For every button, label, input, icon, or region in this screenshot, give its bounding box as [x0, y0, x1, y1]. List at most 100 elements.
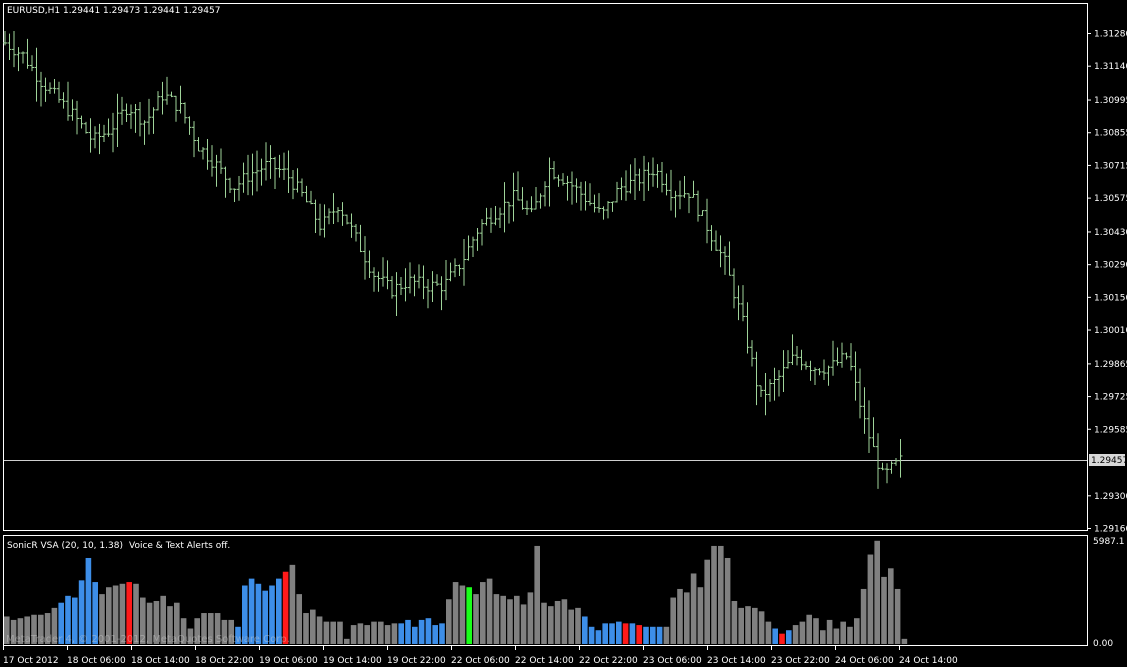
volume-bar: [276, 578, 282, 644]
x-tick-label: 24 Oct 14:00: [899, 656, 958, 666]
ohlc-bar: [741, 285, 745, 322]
x-tick-label: 23 Oct 22:00: [771, 656, 830, 666]
ohlc-bar: [754, 351, 759, 406]
indicator-max-label: 5987.1: [1093, 537, 1125, 547]
volume-bar: [772, 628, 778, 644]
ohlc-bar: [831, 340, 835, 376]
ohlc-bar: [25, 38, 30, 69]
ohlc-bar: [673, 190, 678, 218]
volume-bar: [486, 578, 493, 644]
ohlc-bar: [480, 219, 484, 246]
ohlc-bar: [250, 153, 255, 196]
volume-bar: [174, 602, 180, 644]
volume-bar: [310, 609, 316, 644]
price-axis: 1.31280 1.31140 1.30995 1.30855 1.30715 1.305…: [1087, 30, 1127, 535]
indicator-alert-text: Voice & Text Alerts off.: [129, 541, 230, 551]
volume-bar: [235, 626, 241, 644]
ohlc-bar: [520, 187, 525, 210]
ohlc-bar: [304, 185, 309, 203]
ohlc-bar: [651, 157, 655, 187]
ohlc-bar: [534, 186, 538, 210]
y-tick-label: 1.30855: [1094, 129, 1127, 139]
volume-bar: [180, 618, 187, 644]
volume-bar: [724, 557, 731, 644]
ohlc-bar: [84, 121, 88, 134]
volume-bar: [854, 618, 860, 644]
volume-bar: [112, 585, 119, 644]
ohlc-bar: [277, 154, 282, 178]
ohlc-bar: [394, 272, 399, 317]
volume-bar: [806, 614, 812, 644]
volume-bar: [344, 638, 350, 644]
volume-bar: [582, 616, 588, 644]
ohlc-bar: [322, 204, 327, 238]
ohlc-bar: [138, 102, 142, 137]
ohlc-bar: [318, 203, 322, 236]
ohlc-bar: [858, 368, 862, 419]
ohlc-bar: [813, 367, 817, 386]
ohlc-bar: [849, 343, 853, 371]
ohlc-bar: [615, 181, 619, 203]
current-price-tag: [1089, 454, 1125, 466]
ohlc-bar: [817, 368, 822, 376]
ohlc-bar: [129, 104, 133, 129]
volume-bar: [194, 618, 200, 644]
ohlc-bar: [264, 142, 268, 181]
volume-bar: [242, 585, 248, 644]
time-axis: 17 Oct 2012 18 Oct 06:00 18 Oct 14:00 18 Oc…: [3, 646, 958, 666]
volume-bar: [636, 625, 642, 644]
ohlc-bar: [624, 170, 628, 201]
volume-bar: [758, 611, 765, 644]
ohlc-bar: [372, 267, 376, 292]
volume-bar: [452, 582, 459, 644]
x-tick-label: 22 Oct 06:00: [451, 656, 510, 666]
ohlc-bar: [34, 47, 39, 102]
ohlc-bar: [538, 193, 543, 209]
ohlc-bar: [696, 190, 700, 222]
volume-bar: [85, 557, 92, 644]
ohlc-bar: [147, 98, 151, 135]
ohlc-bar: [345, 214, 349, 225]
ohlc-bar: [556, 174, 561, 187]
ohlc-bar: [120, 96, 124, 125]
ohlc-bar: [417, 264, 421, 289]
price-chart-info: EURUSD,H1 1.29441 1.29473 1.29441 1.2945…: [7, 6, 220, 16]
x-tick-label: 18 Oct 14:00: [131, 656, 190, 666]
ohlc-bar: [75, 100, 79, 135]
y-tick-label: 1.30290: [1094, 261, 1127, 271]
volume-bar: [514, 595, 520, 644]
volume-bar: [418, 619, 425, 644]
ohlc-bar: [295, 168, 300, 193]
ohlc-bar: [516, 171, 520, 201]
volume-bar: [269, 585, 275, 644]
ohlc-bar: [493, 205, 498, 226]
ohlc-bar: [723, 246, 727, 275]
ohlc-bar: [543, 181, 547, 207]
ohlc-bar: [822, 359, 826, 380]
ohlc-bar: [142, 120, 147, 145]
ohlc-bar: [381, 257, 385, 287]
ohlc-bar: [759, 385, 763, 398]
ohlc-bar: [894, 457, 898, 466]
volume-bar: [575, 607, 581, 644]
volume-bar: [201, 613, 207, 644]
volume-bar: [500, 595, 506, 644]
ohlc-bar: [66, 81, 70, 121]
ohlc-bar: [367, 250, 372, 279]
volume-bar: [507, 599, 513, 644]
volume-bar: [439, 623, 445, 644]
volume-bar: [316, 616, 323, 644]
ohlc-bar: [327, 208, 331, 225]
ohlc-bar: [466, 235, 471, 261]
ohlc-bar: [714, 230, 718, 251]
ohlc-bar: [106, 118, 111, 137]
volume-bar: [826, 619, 833, 644]
ohlc-bar: [898, 438, 903, 478]
x-tick-label: 19 Oct 06:00: [259, 656, 318, 666]
ohlc-bar: [664, 173, 669, 196]
ohlc-bar: [192, 121, 196, 158]
ohlc-bar: [349, 213, 354, 238]
volume-bar: [616, 621, 622, 644]
ohlc-bar: [601, 206, 606, 220]
ohlc-bar: [115, 93, 120, 148]
